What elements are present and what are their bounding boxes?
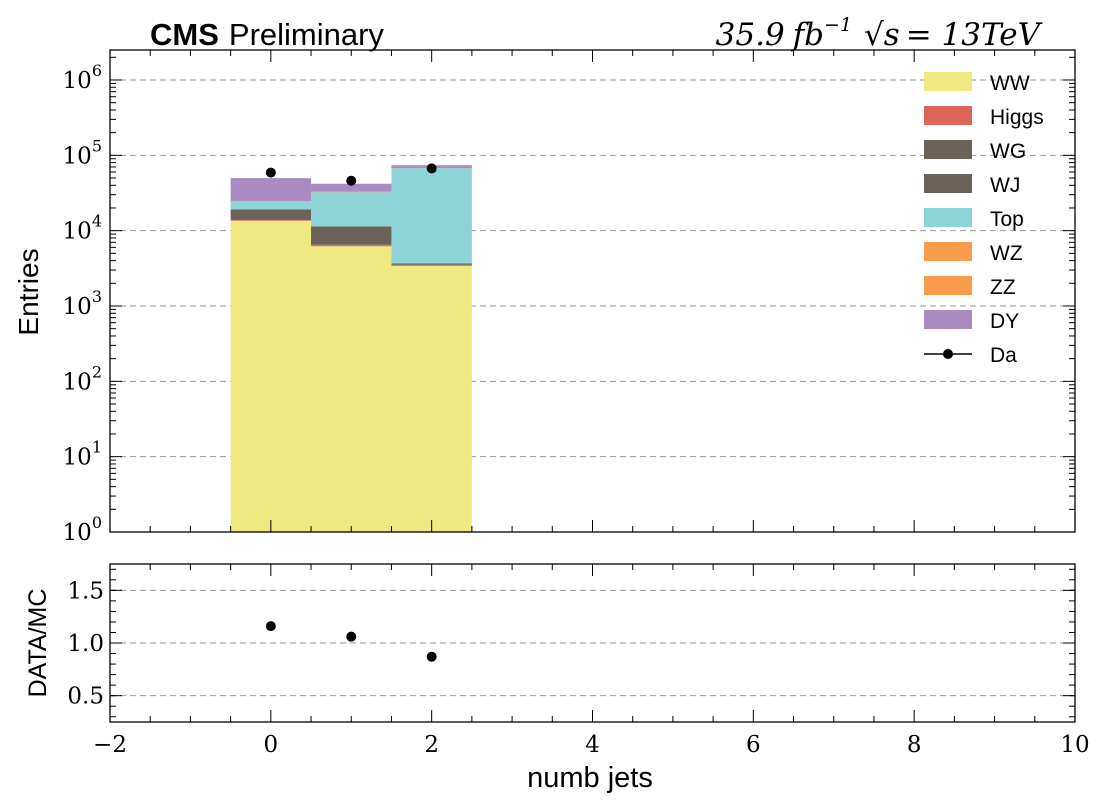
tick-exponent: 4 <box>92 212 102 231</box>
main-plot-frame <box>109 49 1076 533</box>
histogram-bar-higgs <box>311 245 392 247</box>
legend-label-wj: WJ <box>990 174 1020 197</box>
tick-exponent: 1 <box>92 438 102 457</box>
legend-swatch-wj <box>924 174 972 193</box>
tick-exponent: 0 <box>92 513 102 532</box>
ratio-grid <box>110 589 1075 697</box>
histogram-bar-ww <box>230 220 312 532</box>
data-points <box>265 163 437 186</box>
histogram-bar-higgs <box>230 220 312 221</box>
x-tick-label: 4 <box>585 732 600 758</box>
ratio-points <box>265 621 437 662</box>
legend-swatch-ww <box>924 72 972 91</box>
ratio-axis-ticks: −2 0 2 4 6 8 10 0.5 1.0 1.5 <box>67 564 1090 758</box>
legend-label-data: Da <box>990 344 1017 367</box>
legend-label-zz: ZZ <box>990 276 1016 299</box>
legend-swatch-dy <box>924 310 972 329</box>
histogram-bar-ww <box>311 246 392 533</box>
histogram-bar-top <box>311 192 392 227</box>
header-label: CMS Preliminary <box>150 17 384 52</box>
main-y-tick-label: 106 <box>63 61 102 94</box>
tick-base: 10 <box>63 219 92 245</box>
histogram-bar-wj <box>230 209 312 220</box>
data-point <box>265 167 276 178</box>
energy-rhs: = 13TeV <box>906 17 1044 53</box>
histogram-bar-ww <box>391 265 472 532</box>
lumi-exponent: −1 <box>824 14 852 36</box>
histogram-bar-higgs <box>391 265 472 266</box>
histogram-bar-wg <box>311 244 392 246</box>
status-label: Preliminary <box>229 17 385 52</box>
histogram-bar-wj <box>311 226 392 245</box>
legend-swatch-wz <box>924 242 972 261</box>
tick-base: 10 <box>63 68 92 94</box>
experiment-label: CMS <box>150 17 219 52</box>
stacked-histogram <box>230 165 472 533</box>
lumi-unit: fb <box>791 17 824 53</box>
lumi-label: 35.9 fb−1 √s = 13TeV <box>716 14 1044 53</box>
data-point <box>346 175 357 186</box>
main-y-tick-label: 105 <box>63 136 102 169</box>
tick-base: 10 <box>63 143 92 169</box>
tick-exponent: 5 <box>92 136 102 155</box>
histogram-bar-dy <box>311 183 392 192</box>
main-y-tick-label: 103 <box>63 287 102 320</box>
x-tick-label: 2 <box>424 732 439 758</box>
legend-label-ww: WW <box>990 72 1030 95</box>
legend-data-marker <box>943 349 953 359</box>
x-tick-label: 6 <box>746 732 761 758</box>
histogram-bar-wj <box>391 263 472 265</box>
ratio-y-tick-label: 0.5 <box>67 684 104 710</box>
ratio-y-tick-label: 1.5 <box>67 578 104 604</box>
legend-label-top: Top <box>990 208 1024 231</box>
energy-lhs: √s <box>864 17 900 53</box>
legend-swatch-higgs <box>924 106 972 125</box>
legend-swatch-top <box>924 208 972 227</box>
legend: WW Higgs WG WJ Top WZ ZZ DY Da <box>924 72 1044 367</box>
ratio-y-axis-label: DATA/MC <box>24 589 52 698</box>
ratio-point <box>346 631 357 642</box>
legend-swatch-wg <box>924 140 972 159</box>
histogram-bar-wz <box>230 201 312 202</box>
histogram-bar-top <box>391 168 472 264</box>
tick-exponent: 6 <box>92 61 102 80</box>
main-y-tick-label: 101 <box>63 438 102 471</box>
ratio-point <box>426 651 437 662</box>
legend-swatch-zz <box>924 276 972 295</box>
ratio-point <box>265 621 276 632</box>
ratio-plot-frame <box>109 563 1076 723</box>
tick-base: 10 <box>63 294 92 320</box>
ratio-y-tick-label: 1.0 <box>67 631 104 657</box>
legend-label-dy: DY <box>990 310 1019 333</box>
legend-label-wz: WZ <box>990 242 1023 265</box>
x-axis-label: numb jets <box>527 762 653 794</box>
histogram-bar-dy <box>230 178 312 201</box>
legend-label-wg: WG <box>990 140 1026 163</box>
x-tick-label: 8 <box>907 732 922 758</box>
main-y-tick-label: 100 <box>63 513 102 546</box>
main-y-tick-label: 104 <box>63 212 102 245</box>
histogram-bar-top <box>230 201 312 210</box>
x-tick-label: −2 <box>93 732 127 758</box>
x-tick-label: 0 <box>264 732 279 758</box>
tick-exponent: 2 <box>92 362 102 381</box>
legend-label-higgs: Higgs <box>990 106 1044 129</box>
y-axis-label: Entries <box>13 248 44 335</box>
lumi-value: 35.9 <box>716 17 785 53</box>
tick-base: 10 <box>63 520 92 546</box>
data-point <box>426 163 437 174</box>
tick-base: 10 <box>63 445 92 471</box>
tick-exponent: 3 <box>92 287 102 306</box>
tick-base: 10 <box>63 369 92 395</box>
main-y-tick-label: 102 <box>63 362 102 395</box>
x-tick-label: 10 <box>1060 732 1089 758</box>
histogram-bar-wg <box>230 219 312 221</box>
